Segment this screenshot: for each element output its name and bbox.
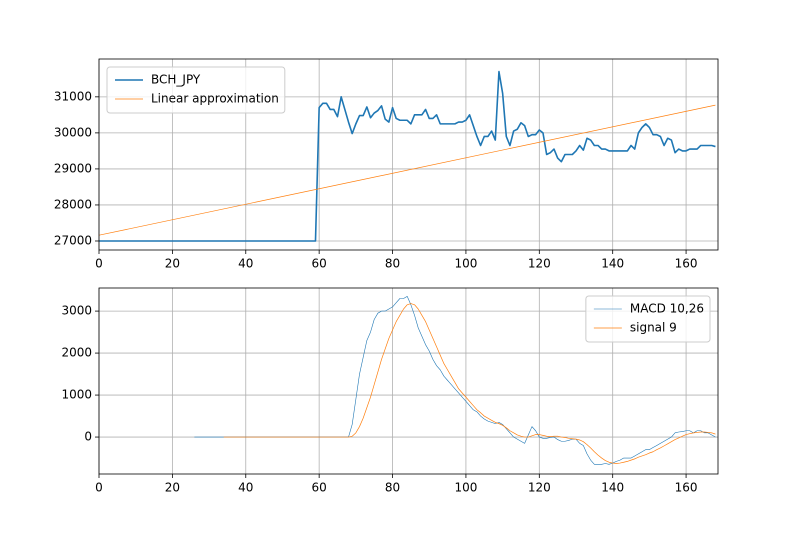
y-tick-label: 29000: [54, 161, 92, 175]
legend-label: MACD 10,26: [630, 302, 704, 316]
y-tick-label: 28000: [54, 197, 92, 211]
y-tick-label: 27000: [54, 233, 92, 247]
x-tick-label: 20: [165, 257, 180, 271]
x-tick-label: 160: [675, 257, 698, 271]
subplot: 0 20 40 60 80 100 120 140 160 27000 28000 29000 3000…: [54, 58, 719, 271]
x-tick-label: 100: [454, 257, 477, 271]
x-tick-label: 160: [675, 481, 698, 495]
y-tick-label: 3000: [61, 304, 92, 318]
y-tick-label: 1000: [61, 388, 92, 402]
x-tick-label: 140: [601, 257, 624, 271]
y-tick-label: 0: [84, 430, 92, 444]
x-tick-label: 120: [528, 481, 551, 495]
x-tick-label: 40: [238, 257, 253, 271]
x-tick-label: 60: [312, 481, 327, 495]
series-line: [99, 104, 716, 236]
legend-label: signal 9: [630, 321, 677, 335]
y-tick-label: 31000: [54, 89, 92, 103]
x-tick-label: 80: [385, 257, 400, 271]
x-tick-label: 140: [601, 481, 624, 495]
series-line: [99, 70, 716, 242]
series-line: [223, 303, 716, 464]
axes-frame: [98, 58, 719, 251]
x-tick-label: 40: [238, 481, 253, 495]
legend-label: Linear approximation: [151, 92, 279, 106]
legend-label: BCH_JPY: [151, 73, 201, 87]
x-tick-label: 20: [165, 481, 180, 495]
x-tick-label: 100: [454, 481, 477, 495]
legend-box: [585, 295, 711, 343]
x-tick-label: 60: [312, 257, 327, 271]
series-line: [194, 296, 716, 465]
legend: MACD 10,26 signal 9: [585, 295, 711, 343]
subplot: 0 20 40 60 80 100 120 140 160 0 1000 2000 3000 MACD 1…: [61, 287, 719, 495]
y-tick-label: 30000: [54, 125, 92, 139]
legend: BCH_JPY Linear approximation: [106, 66, 286, 114]
legend-box: [106, 66, 286, 114]
x-tick-label: 0: [95, 257, 103, 271]
x-tick-label: 80: [385, 481, 400, 495]
axes-frame: [98, 287, 719, 475]
y-tick-label: 2000: [61, 346, 92, 360]
x-tick-label: 120: [528, 257, 551, 271]
x-tick-label: 0: [95, 481, 103, 495]
